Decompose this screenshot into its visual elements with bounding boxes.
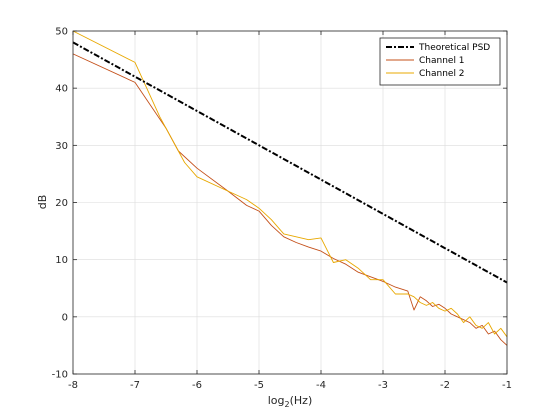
series-line-channel-1 <box>72 53 508 346</box>
series-line-theoretical-psd <box>72 41 508 284</box>
y-tick-label: 30 <box>55 141 68 152</box>
x-tick-label: -5 <box>254 380 264 391</box>
y-tick-label: 40 <box>55 84 68 95</box>
series-layer <box>72 30 508 346</box>
x-tick-label: -6 <box>192 380 202 391</box>
x-axis-label: log2(Hz) <box>268 394 313 409</box>
legend-label: Channel 1 <box>419 56 465 66</box>
y-axis-ticks: -10 0 10 20 30 40 50 <box>52 27 507 381</box>
y-axis-label: dB <box>36 195 49 210</box>
x-tick-label: -8 <box>68 380 78 391</box>
legend-label: Theoretical PSD <box>418 43 490 53</box>
x-tick-label: -4 <box>316 380 326 391</box>
x-axis-ticks: -8 -7 -6 -5 -4 -3 -2 -1 <box>68 31 512 391</box>
y-tick-label: 50 <box>55 27 68 38</box>
legend-box <box>379 37 501 86</box>
x-tick-label: -2 <box>440 380 450 391</box>
x-axis-label-base: log <box>268 394 285 407</box>
y-tick-label: 0 <box>62 312 68 323</box>
x-tick-label: -3 <box>378 380 388 391</box>
y-tick-label: 10 <box>55 255 68 266</box>
x-axis-label-unit: (Hz) <box>290 394 313 407</box>
y-tick-label: -10 <box>52 370 68 381</box>
x-axis-label-sub: 2 <box>285 400 290 409</box>
legend-label: Channel 2 <box>419 69 465 79</box>
legend: Theoretical PSD Channel 1 Channel 2 <box>379 37 501 86</box>
y-tick-label: 20 <box>55 198 68 209</box>
x-tick-label: -1 <box>502 380 512 391</box>
series-line-channel-2 <box>72 30 508 338</box>
x-tick-label: -7 <box>130 380 140 391</box>
